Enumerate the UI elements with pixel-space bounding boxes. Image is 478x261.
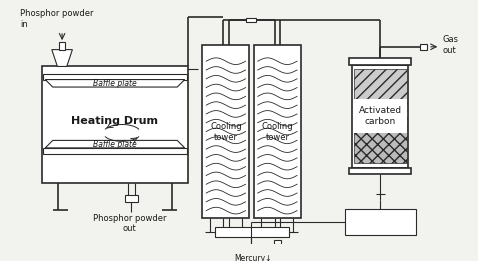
Text: Activated
carbon: Activated carbon [359,106,402,126]
Bar [43,74,186,80]
Text: Cooling
tower: Cooling tower [210,122,242,142]
Bar [354,116,407,163]
Text: Phosphor powder
out: Phosphor powder out [93,214,166,233]
Polygon shape [45,80,185,87]
Bar [203,45,250,218]
Polygon shape [52,50,72,67]
Bar [273,240,281,244]
Text: Heating Drum: Heating Drum [71,116,158,126]
Text: Mercury↓: Mercury↓ [234,254,272,261]
Text: Baffle plate: Baffle plate [93,140,136,149]
Bar [59,42,65,50]
Polygon shape [45,140,185,148]
Bar [349,58,411,64]
Bar [43,148,186,153]
Bar [349,168,411,174]
Bar [247,18,256,22]
Bar [345,209,416,235]
Bar [352,64,408,168]
Bar [125,195,138,202]
Bar [420,44,427,50]
Bar [354,99,407,133]
Text: Phosphor powder
in: Phosphor powder in [20,9,94,29]
Text: Cooling
tower: Cooling tower [261,122,293,142]
Bar [215,227,289,237]
Text: Gas
out: Gas out [442,35,458,55]
Text: Baffle plate: Baffle plate [93,79,136,88]
Bar [354,69,407,111]
Bar [42,67,188,183]
Bar [254,45,301,218]
